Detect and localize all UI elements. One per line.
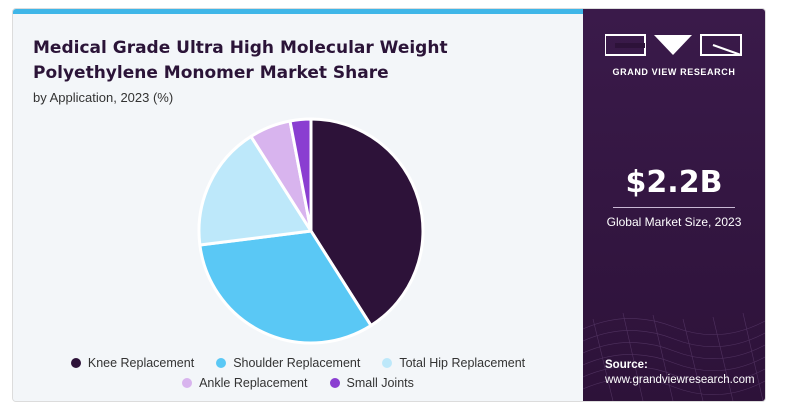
legend-label-knee: Knee Replacement	[87, 356, 195, 370]
legend-row-1: Knee Replacement Shoulder Replacement To…	[13, 356, 583, 370]
pie-slice-small-joints	[288, 117, 313, 233]
legend-label-shoulder: Shoulder Replacement	[233, 356, 361, 370]
market-size-value: $2.2B	[625, 165, 723, 200]
pie-slice-total-hip-replacement	[197, 134, 313, 247]
legend-row-2: Ankle Replacement Small Joints	[13, 376, 583, 390]
brand-name: GRAND VIEW RESEARCH	[612, 67, 736, 77]
legend-label-ankle: Ankle Replacement	[199, 376, 308, 390]
legend-swatch-small-joints	[329, 378, 340, 388]
chart-card: Medical Grade Ultra High Molecular Weigh…	[12, 8, 766, 402]
decorative-mesh	[583, 312, 765, 401]
pie-slice-shoulder-replacement	[198, 229, 373, 345]
legend-item-hip: Total Hip Replacement	[382, 356, 525, 370]
legend-swatch-hip	[382, 358, 393, 368]
legend-swatch-ankle	[182, 378, 193, 388]
legend-swatch-shoulder	[216, 358, 227, 368]
grand-view-research-logo	[605, 34, 742, 56]
legend-item-shoulder: Shoulder Replacement	[216, 356, 360, 370]
chart-subtitle: by Application, 2023 (%)	[33, 90, 174, 105]
pie-chart	[197, 117, 425, 345]
market-size-label: Global Market Size, 2023	[606, 215, 742, 229]
legend-item-knee: Knee Replacement	[70, 356, 195, 370]
source-label: Source:	[605, 359, 648, 371]
source-note: Source: www.grandviewresearch.com	[605, 358, 755, 388]
info-panel: GRAND VIEW RESEARCH $2.2B Global Market …	[583, 9, 765, 401]
legend-item-small-joints: Small Joints	[329, 376, 414, 390]
legend-item-ankle: Ankle Replacement	[182, 376, 308, 390]
source-url: www.grandviewresearch.com	[605, 374, 755, 386]
legend-swatch-knee	[70, 358, 81, 368]
accent-bar	[13, 9, 583, 14]
chart-legend: Knee Replacement Shoulder Replacement To…	[13, 356, 583, 396]
divider	[613, 207, 735, 208]
legend-label-hip: Total Hip Replacement	[399, 356, 526, 370]
chart-title: Medical Grade Ultra High Molecular Weigh…	[33, 38, 448, 83]
chart-panel: Medical Grade Ultra High Molecular Weigh…	[13, 14, 583, 401]
legend-label-small-joints: Small Joints	[346, 376, 414, 390]
